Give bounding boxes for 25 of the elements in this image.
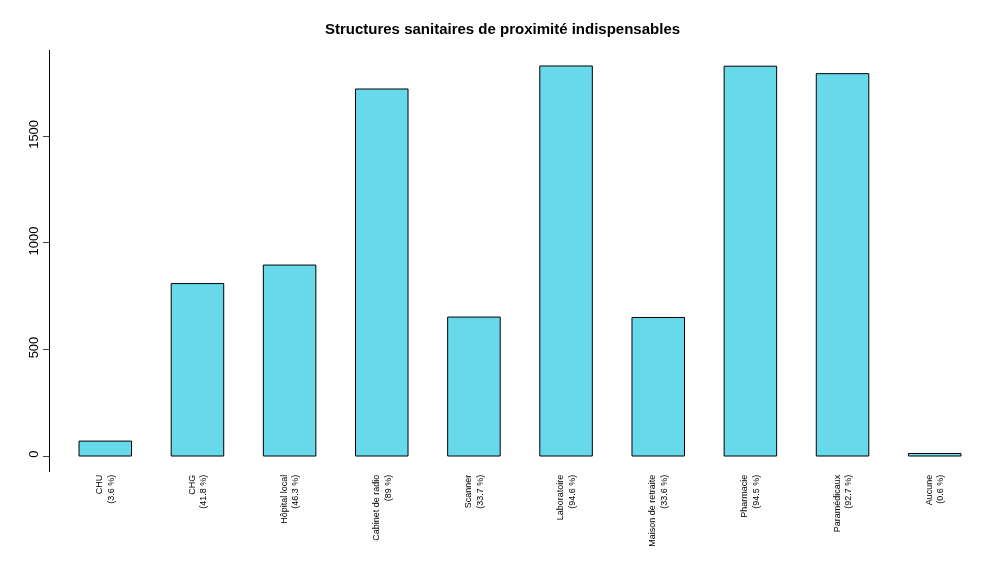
bar (447, 316, 501, 457)
bar (723, 65, 778, 457)
y-tick-label: 1500 (25, 119, 41, 149)
bar (539, 65, 593, 457)
x-tick-label: Aucune (0.6 %) (923, 474, 946, 506)
bar (262, 264, 317, 457)
bar (78, 440, 133, 457)
bar (907, 452, 962, 457)
x-tick-label: Hôpital local (46.3 %) (278, 474, 301, 524)
x-tick-label: Pharmacie (94.5 %) (739, 474, 762, 518)
x-tick-label: CHG (41.8 %) (186, 474, 209, 509)
bar (170, 283, 225, 457)
x-tick-label: CHU (3.6 %) (94, 474, 117, 504)
x-tick-label: Paramédicaux (92.7 %) (831, 474, 854, 533)
x-tick-label: Laboratoire (94.6 %) (555, 474, 577, 521)
y-tick-label: 1000 (25, 226, 41, 256)
y-tick-label: 0 (25, 450, 41, 458)
bar (631, 316, 685, 457)
chart-title: Structures sanitaires de proximité indispensables (324, 19, 681, 37)
x-tick-label: Scanner (33.7 %) (462, 474, 485, 509)
x-tick-label: Cabinet de radio (89 %) (370, 474, 393, 541)
y-tick-label: 500 (25, 336, 41, 359)
x-tick-label: Maison de retraite (33.6 %) (647, 474, 670, 547)
bar (815, 73, 870, 457)
bar (355, 88, 409, 457)
